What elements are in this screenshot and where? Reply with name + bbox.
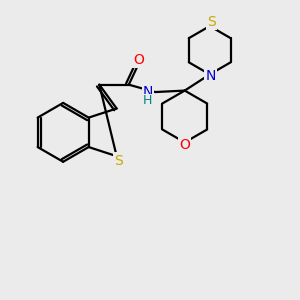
Text: N: N: [143, 85, 153, 99]
Text: S: S: [207, 15, 216, 29]
Text: S: S: [114, 154, 122, 168]
Text: H: H: [143, 94, 153, 107]
Text: N: N: [205, 69, 215, 83]
Text: O: O: [179, 138, 190, 152]
Text: O: O: [133, 53, 144, 67]
